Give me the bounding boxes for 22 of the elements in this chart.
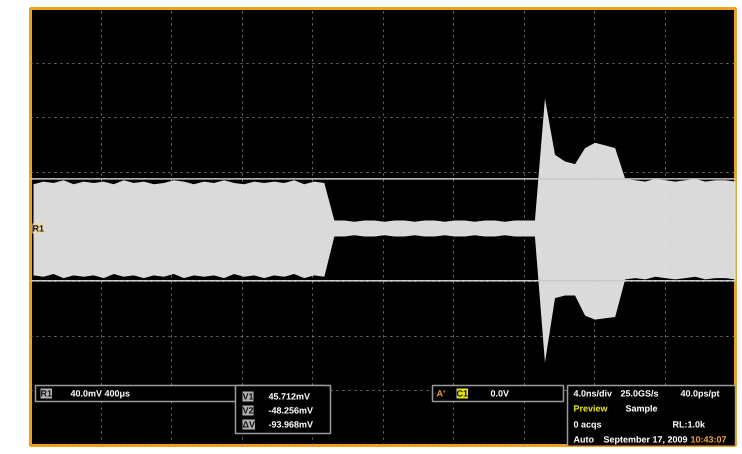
text: September 17, 2009 [604,434,688,444]
text: C1 [456,388,468,398]
text: 40.0ps/pt [680,388,720,398]
text: V2 [242,406,254,416]
text: 4.0ns/div [574,388,612,398]
text: Auto [574,434,594,444]
text: Sample [626,404,658,414]
text: 45.712mV [268,392,310,402]
text: A' [436,388,446,398]
text: V1 [242,392,254,402]
text: 40.0mV 400μs [70,388,130,398]
text: ΔV [242,420,255,430]
text: -48.256mV [268,406,314,416]
text: -93.968mV [268,420,314,430]
text: R1 [40,388,52,398]
text: 0.0V [490,388,510,398]
annotation: R1 [32,224,44,234]
text: Preview [574,404,609,414]
text: 10:43:07 [690,434,727,444]
text: RL:1.0k [672,420,706,430]
text: 0 acqs [574,420,602,430]
text: 25.0GS/s [620,388,659,398]
